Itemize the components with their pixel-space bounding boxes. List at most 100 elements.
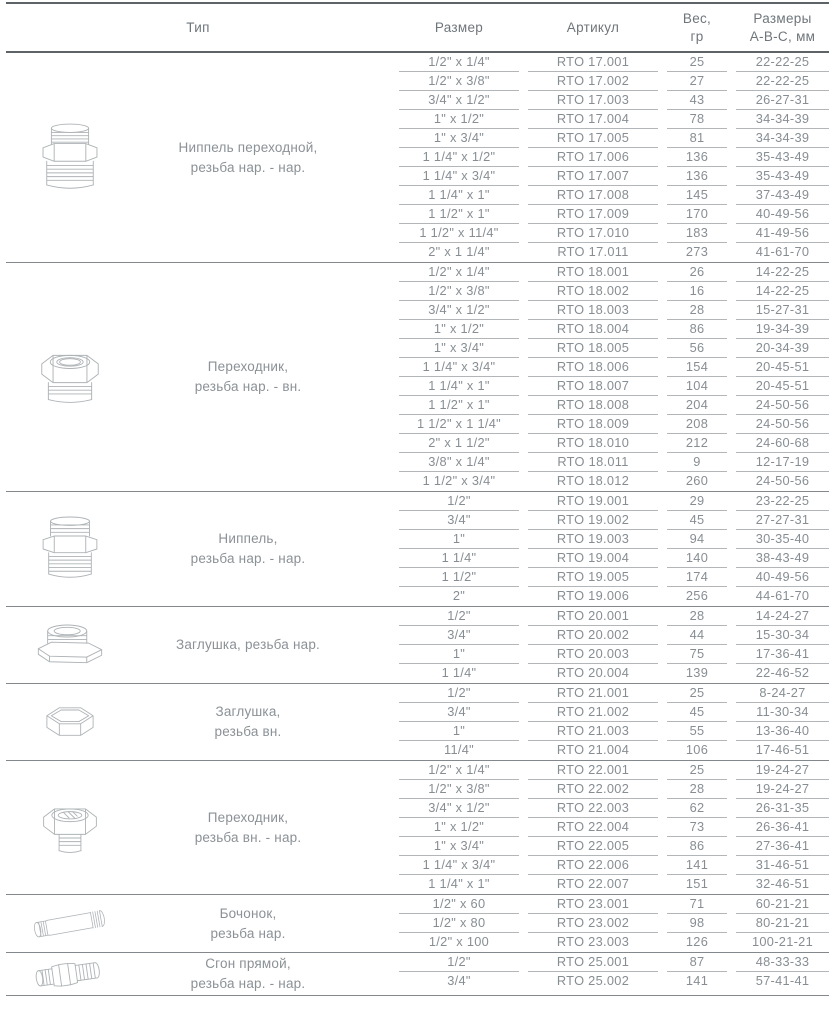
catalog-section: Заглушка, резьба вн. 1/2" RTO 21.001 25 8… <box>6 684 829 762</box>
dimensions-cell: 100-21-21 <box>751 934 814 950</box>
dimensions-cell: 24-50-56 <box>755 473 810 489</box>
type-cell: Ниппель переходной, резьба нар. - нар. <box>6 53 390 262</box>
dimensions-cell: 14-22-25 <box>736 263 829 283</box>
section-rows: 1/2" x 60 RTO 23.001 71 60-21-21 1/2" x … <box>399 895 829 952</box>
article-cell: RTO 19.004 <box>528 549 658 569</box>
size-cell: 1 1/4" <box>399 549 519 569</box>
article-cell: RTO 21.004 <box>556 742 630 758</box>
section-rows: 1/2" x 1/4" RTO 22.001 25 19-24-27 1/2" … <box>399 761 829 894</box>
size-cell: 1/2" <box>399 492 519 512</box>
type-label: Переходник, резьба нар. - вн. <box>112 357 390 398</box>
dimensions-cell: 15-30-34 <box>736 626 829 646</box>
table-row: 1 1/4" x 1" RTO 22.007 151 32-46-51 <box>399 875 829 894</box>
size-cell: 1 1/4" x 1" <box>399 377 519 397</box>
type-label-line: резьба вн. <box>214 724 282 740</box>
article-cell: RTO 18.005 <box>528 339 658 359</box>
weight-cell: 141 <box>667 856 727 876</box>
size-cell: 3/4" <box>399 511 519 531</box>
size-cell: 1/2" x 1/4" <box>399 53 519 73</box>
weight-cell: 56 <box>667 339 727 359</box>
type-label-line: Заглушка, резьба нар. <box>175 637 320 653</box>
catalog-table-body: Ниппель переходной, резьба нар. - нар. 1/… <box>6 53 829 997</box>
table-row: 1 1/2" x 1 1/4" RTO 18.009 208 24-50-56 <box>399 415 829 435</box>
weight-cell: 273 <box>685 244 709 260</box>
dimensions-cell: 19-34-39 <box>736 320 829 340</box>
article-cell: RTO 18.004 <box>528 320 658 340</box>
size-cell: 1/2" x 3/8" <box>399 780 519 800</box>
size-cell: 3/8" x 1/4" <box>399 453 519 473</box>
type-label-line: Сгон прямой, <box>205 956 291 972</box>
table-row: 1" x 1/2" RTO 22.004 73 26-36-41 <box>399 818 829 838</box>
table-row: 1/2" x 3/8" RTO 22.002 28 19-24-27 <box>399 780 829 800</box>
weight-cell: 174 <box>667 568 727 588</box>
weight-cell: 26 <box>667 263 727 283</box>
weight-cell: 16 <box>667 282 727 302</box>
dimensions-cell: 26-36-41 <box>736 818 829 838</box>
weight-cell: 87 <box>667 953 727 973</box>
dimensions-cell: 13-36-40 <box>736 722 829 742</box>
article-cell: RTO 20.004 <box>556 665 630 681</box>
table-row: 1" x 1/2" RTO 17.004 78 34-34-39 <box>399 110 829 130</box>
section-rows: 1/2" RTO 19.001 29 23-22-25 3/4" RTO 19.… <box>399 492 829 606</box>
type-image <box>28 618 112 672</box>
weight-cell: 27 <box>667 72 727 92</box>
dimensions-cell: 41-49-56 <box>736 224 829 244</box>
type-cell: Заглушка, резьба нар. <box>6 607 390 683</box>
dimensions-cell: 11-30-34 <box>736 703 829 723</box>
dimensions-cell: 27-36-41 <box>736 837 829 857</box>
weight-cell: 86 <box>667 320 727 340</box>
type-cell: Заглушка, резьба вн. <box>6 684 390 760</box>
table-row: 1 1/2" x 1" RTO 18.008 204 24-50-56 <box>399 396 829 416</box>
size-cell: 1" x 3/4" <box>399 129 519 149</box>
type-label: Заглушка, резьба нар. <box>112 635 390 655</box>
dimensions-cell: 24-50-56 <box>736 415 829 435</box>
weight-cell: 212 <box>667 434 727 454</box>
table-row: 3/4" x 1/2" RTO 22.003 62 26-31-35 <box>399 799 829 819</box>
size-cell: 1/2" <box>399 684 519 704</box>
section-rows: 1/2" RTO 20.001 28 14-24-27 3/4" RTO 20.… <box>399 607 829 683</box>
catalog-page: Тип Размер Артикул Вес, гр Размеры А-В-С… <box>6 2 829 997</box>
union-nipple-image <box>35 962 100 988</box>
weight-cell: 151 <box>685 876 709 892</box>
type-label-line: Заглушка, <box>215 704 281 720</box>
table-row: 1/2" x 60 RTO 23.001 71 60-21-21 <box>399 895 829 915</box>
table-row: 1" RTO 21.003 55 13-36-40 <box>399 722 829 742</box>
table-row: 1/2" RTO 21.001 25 8-24-27 <box>399 684 829 704</box>
col-header-article: Артикул <box>566 20 620 36</box>
weight-cell: 140 <box>667 549 727 569</box>
article-cell: RTO 17.005 <box>528 129 658 149</box>
catalog-section: Ниппель, резьба нар. - нар. 1/2" RTO 19.0… <box>6 492 829 608</box>
article-cell: RTO 21.003 <box>528 722 658 742</box>
table-row: 1 1/4" RTO 19.004 140 38-43-49 <box>399 549 829 569</box>
dimensions-cell: 22-46-52 <box>755 665 810 681</box>
dimensions-cell: 80-21-21 <box>736 914 829 934</box>
article-cell: RTO 19.005 <box>528 568 658 588</box>
size-cell: 1" x 1/2" <box>399 320 519 340</box>
dimensions-cell: 40-49-56 <box>736 568 829 588</box>
type-cell: Сгон прямой, резьба нар. - нар. <box>6 953 390 995</box>
weight-cell: 71 <box>667 895 727 915</box>
dimensions-cell: 60-21-21 <box>736 895 829 915</box>
size-cell: 1/2" <box>399 607 519 627</box>
plug-male-image <box>37 624 103 664</box>
type-label: Сгон прямой, резьба нар. - нар. <box>112 954 390 995</box>
dimensions-cell: 40-49-56 <box>736 205 829 225</box>
table-row: 1/2" x 80 RTO 23.002 98 80-21-21 <box>399 914 829 934</box>
article-cell: RTO 17.010 <box>528 224 658 244</box>
table-row: 1" x 1/2" RTO 18.004 86 19-34-39 <box>399 320 829 340</box>
table-row: 1/2" x 3/8" RTO 18.002 16 14-22-25 <box>399 282 829 302</box>
size-cell: 1" x 1/2" <box>399 110 519 130</box>
dimensions-cell: 38-43-49 <box>736 549 829 569</box>
dimensions-cell: 35-43-49 <box>736 167 829 187</box>
size-cell: 1 1/2" <box>399 568 519 588</box>
size-cell: 1 1/4" x 3/4" <box>399 167 519 187</box>
table-row: 1 1/4" x 3/4" RTO 17.007 136 35-43-49 <box>399 167 829 187</box>
type-label-line: резьба нар. - нар. <box>190 551 306 567</box>
section-rows: 1/2" x 1/4" RTO 17.001 25 22-22-25 1/2" … <box>399 53 829 262</box>
size-cell: 3/4" x 1/2" <box>399 301 519 321</box>
weight-cell: 86 <box>667 837 727 857</box>
article-cell: RTO 18.012 <box>556 473 630 489</box>
weight-cell: 9 <box>667 453 727 473</box>
article-cell: RTO 22.003 <box>528 799 658 819</box>
table-row: 3/4" RTO 21.002 45 11-30-34 <box>399 703 829 723</box>
